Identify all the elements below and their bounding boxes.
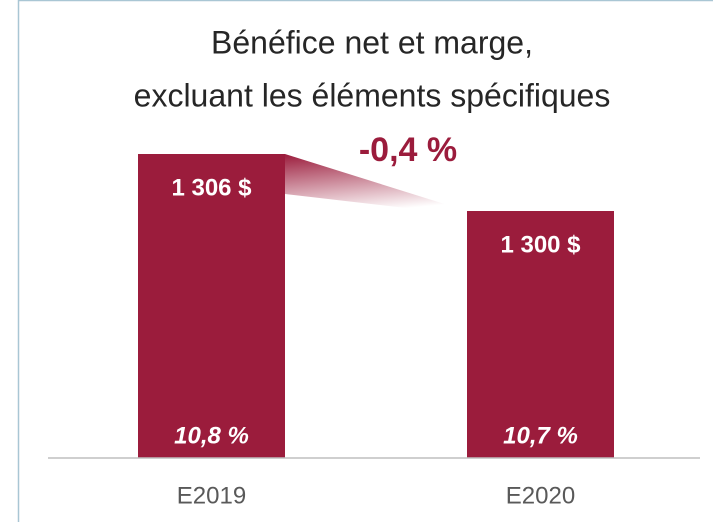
annotation: -0,4 % [359,131,457,169]
data-label: 1 306 $ [171,174,252,201]
bar [467,211,614,458]
x-tick-label: E2020 [506,482,575,509]
bar [138,154,285,458]
data-label: 1 300 $ [500,231,581,258]
chart-title: excluant les éléments spécifiques [134,77,611,113]
x-tick-label: E2019 [177,482,246,509]
frame [17,0,713,522]
chart-title: Bénéfice net et marge, [211,24,533,60]
margin-label: 10,8 % [174,422,249,449]
margin-label: 10,7 % [503,422,578,449]
change-wedge [285,154,467,215]
